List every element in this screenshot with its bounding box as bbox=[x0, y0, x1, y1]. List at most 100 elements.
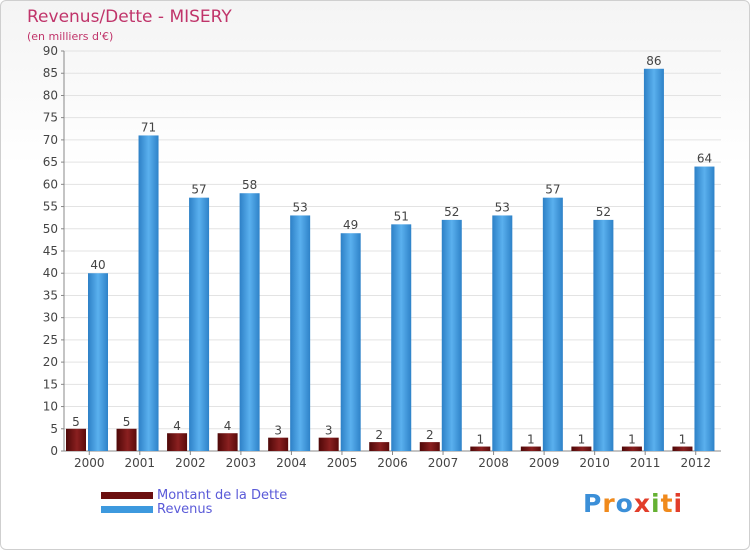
logo-letter: r bbox=[602, 489, 616, 518]
x-tick-label: 2000 bbox=[74, 456, 105, 470]
bar-revenus bbox=[189, 197, 210, 451]
bar-revenus bbox=[340, 233, 361, 451]
y-tick-label: 30 bbox=[43, 311, 58, 325]
bar-revenus bbox=[290, 215, 311, 451]
x-tick-label: 2004 bbox=[276, 456, 307, 470]
data-label-debt: 2 bbox=[426, 428, 434, 442]
bar-debt bbox=[66, 428, 86, 451]
data-label-revenus: 52 bbox=[596, 205, 611, 219]
proxiti-logo: Proxiti bbox=[583, 489, 683, 518]
chart-subtitle: (en milliers d'€) bbox=[27, 30, 114, 43]
data-label-debt: 1 bbox=[476, 433, 484, 447]
bar-debt bbox=[318, 437, 339, 451]
y-tick-label: 0 bbox=[50, 444, 58, 458]
bar-debt bbox=[268, 437, 289, 451]
data-label-revenus: 57 bbox=[191, 183, 206, 197]
y-tick-label: 10 bbox=[43, 400, 58, 414]
legend-item-debt: Montant de la Dette bbox=[101, 487, 287, 503]
logo-letter: x bbox=[633, 489, 651, 518]
data-label-revenus: 64 bbox=[697, 152, 712, 166]
data-label-debt: 1 bbox=[578, 433, 586, 447]
data-label-revenus: 52 bbox=[444, 205, 459, 219]
x-tick-label: 2008 bbox=[478, 456, 509, 470]
x-tick-label: 2009 bbox=[529, 456, 560, 470]
x-tick-label: 2003 bbox=[226, 456, 257, 470]
data-label-debt: 3 bbox=[274, 424, 282, 438]
bar-revenus bbox=[441, 219, 462, 451]
legend: Montant de la Dette Revenus bbox=[101, 487, 287, 517]
data-label-debt: 3 bbox=[325, 424, 333, 438]
bar-debt bbox=[369, 442, 390, 451]
bar-debt bbox=[419, 442, 440, 451]
bar-revenus bbox=[492, 215, 513, 451]
y-tick-label: 85 bbox=[43, 66, 58, 80]
legend-label-revenus: Revenus bbox=[157, 501, 213, 517]
x-tick-label: 2002 bbox=[175, 456, 206, 470]
legend-swatch-revenus bbox=[101, 505, 153, 513]
chart-title: Revenus/Dette - MISERY bbox=[27, 7, 232, 27]
logo-letter: P bbox=[583, 489, 603, 518]
x-tick-label: 2012 bbox=[680, 456, 711, 470]
y-tick-label: 40 bbox=[43, 266, 58, 280]
logo-letter: i bbox=[673, 489, 684, 518]
data-label-debt: 5 bbox=[72, 415, 80, 429]
y-tick-label: 25 bbox=[43, 333, 58, 347]
data-label-revenus: 86 bbox=[646, 54, 661, 68]
bar-revenus bbox=[239, 193, 260, 451]
bar-debt bbox=[571, 446, 592, 451]
data-label-revenus: 58 bbox=[242, 178, 257, 192]
bar-revenus bbox=[391, 224, 412, 451]
data-label-debt: 5 bbox=[123, 415, 131, 429]
bar-debt bbox=[672, 446, 693, 451]
y-tick-label: 80 bbox=[43, 88, 58, 102]
data-label-revenus: 49 bbox=[343, 218, 358, 232]
data-label-revenus: 53 bbox=[293, 200, 308, 214]
y-tick-label: 60 bbox=[43, 177, 58, 191]
x-tick-label: 2011 bbox=[630, 456, 661, 470]
y-tick-label: 75 bbox=[43, 111, 58, 125]
x-tick-label: 2005 bbox=[327, 456, 358, 470]
y-tick-label: 90 bbox=[43, 44, 58, 58]
data-label-debt: 2 bbox=[375, 428, 383, 442]
bar-revenus bbox=[694, 166, 715, 452]
data-label-debt: 4 bbox=[173, 419, 181, 433]
y-tick-label: 45 bbox=[43, 244, 58, 258]
bar-debt bbox=[116, 428, 137, 451]
data-label-debt: 1 bbox=[527, 433, 535, 447]
data-label-revenus: 51 bbox=[394, 209, 409, 223]
y-tick-label: 35 bbox=[43, 288, 58, 302]
logo-letter: i bbox=[651, 489, 661, 518]
logo-letter: t bbox=[660, 489, 674, 518]
legend-label-debt: Montant de la Dette bbox=[157, 487, 288, 503]
y-tick-label: 20 bbox=[43, 355, 58, 369]
x-tick-label: 2007 bbox=[428, 456, 459, 470]
y-tick-label: 65 bbox=[43, 155, 58, 169]
data-label-debt: 1 bbox=[628, 433, 636, 447]
bar-revenus bbox=[593, 219, 614, 451]
y-tick-label: 15 bbox=[43, 377, 58, 391]
y-tick-label: 70 bbox=[43, 133, 58, 147]
bar-revenus bbox=[138, 135, 159, 451]
bar-revenus bbox=[88, 273, 108, 451]
data-label-revenus: 71 bbox=[141, 120, 156, 134]
y-tick-label: 55 bbox=[43, 200, 58, 214]
data-label-revenus: 40 bbox=[90, 258, 105, 272]
bar-debt bbox=[520, 446, 541, 451]
y-tick-label: 50 bbox=[43, 222, 58, 236]
bar-revenus bbox=[542, 197, 563, 451]
bar-debt bbox=[621, 446, 642, 451]
bar-debt bbox=[470, 446, 491, 451]
bar-debt bbox=[217, 433, 238, 451]
bar-debt bbox=[167, 433, 188, 451]
y-tick-label: 5 bbox=[50, 422, 58, 436]
x-tick-label: 2001 bbox=[125, 456, 156, 470]
bar-revenus bbox=[643, 68, 664, 452]
x-tick-label: 2010 bbox=[579, 456, 610, 470]
data-label-debt: 4 bbox=[224, 419, 232, 433]
data-label-debt: 1 bbox=[679, 433, 687, 447]
data-label-revenus: 57 bbox=[545, 183, 560, 197]
logo-letter: o bbox=[615, 489, 634, 518]
legend-swatch-debt bbox=[101, 491, 153, 499]
